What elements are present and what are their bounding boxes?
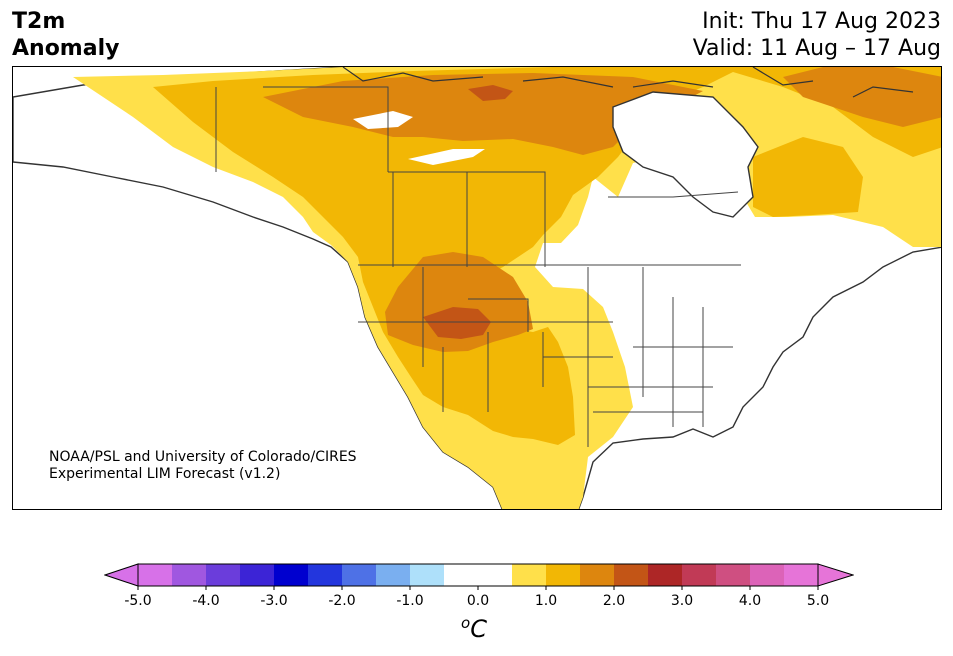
- title-line-1: T2m: [12, 9, 66, 34]
- anomaly-contour-2-west: [385, 252, 533, 352]
- anomaly-contour-2: [263, 73, 703, 155]
- anomaly-contour-2-5-north: [468, 85, 513, 101]
- valid-range: Valid: 11 Aug – 17 Aug: [692, 36, 941, 61]
- political-borders: [215, 86, 741, 447]
- colorbar-swatch: [716, 564, 751, 586]
- init-date: Init: Thu 17 Aug 2023: [702, 9, 941, 34]
- map-canvas: [13, 67, 941, 509]
- hudson-bay: [612, 91, 759, 218]
- colorbar-swatch: [240, 564, 275, 586]
- colorbar-tick-label: -1.0: [396, 593, 423, 608]
- colorbar-over-arrow: [817, 563, 855, 587]
- great-slave-lake: [408, 149, 485, 165]
- anomaly-map: [12, 66, 942, 510]
- colorbar-swatch: [138, 564, 173, 586]
- colorbar-tick-label: 3.0: [671, 593, 693, 608]
- colorbar-swatch: [206, 564, 241, 586]
- colorbar-swatch: [172, 564, 207, 586]
- colorbar-swatch: [580, 564, 615, 586]
- colorbar-swatch: [682, 564, 717, 586]
- colorbar-tick-label: 0.0: [467, 593, 489, 608]
- credit-line-2: Experimental LIM Forecast (v1.2): [49, 466, 281, 482]
- anomaly-contour-2-5: [423, 307, 491, 339]
- colorbar-unit: oC: [461, 614, 487, 643]
- title-line-2: Anomaly: [12, 36, 120, 61]
- anomaly-contour-1-5-east: [753, 137, 863, 217]
- colorbar-under-arrow: [103, 563, 139, 587]
- colorbar-tick-label: -5.0: [124, 593, 151, 608]
- colorbar: -5.0 -4.0 -3.0 -2.0 -1.0 0.0 1.0 2.0 3.0 4.0 5.0: [103, 563, 855, 612]
- colorbar-tick-label: -3.0: [260, 593, 287, 608]
- arctic-islands: [342, 67, 914, 98]
- map-title: T2m Anomaly: [12, 8, 119, 62]
- unit-superscript: o: [461, 614, 471, 632]
- forecast-dates: Init: Thu 17 Aug 2023 Valid: 11 Aug – 17…: [693, 8, 941, 62]
- colorbar-tick-label: -2.0: [328, 593, 355, 608]
- colorbar-swatch: [376, 564, 411, 586]
- colorbar-swatch: [546, 564, 581, 586]
- colorbar-swatch: [274, 564, 309, 586]
- colorbar-swatch: [512, 564, 547, 586]
- colorbar-tick-label: 2.0: [603, 593, 625, 608]
- colorbar-swatch: [478, 564, 513, 586]
- colorbar-tick-label: 5.0: [807, 593, 829, 608]
- anomaly-contour-1-5: [153, 67, 941, 445]
- great-bear-lake: [353, 111, 413, 129]
- colorbar-swatch: [648, 564, 683, 586]
- colorbar-swatch: [614, 564, 649, 586]
- colorbar-tick-label: -4.0: [192, 593, 219, 608]
- credit-text: NOAA/PSL and University of Colorado/CIRE…: [49, 449, 357, 483]
- colorbar-swatch: [750, 564, 785, 586]
- colorbar-swatch: [784, 564, 819, 586]
- credit-line-1: NOAA/PSL and University of Colorado/CIRE…: [49, 449, 357, 465]
- colorbar-swatch: [308, 564, 343, 586]
- colorbar-tick-label: 4.0: [739, 593, 761, 608]
- colorbar-swatch: [342, 564, 377, 586]
- unit-letter: C: [470, 615, 487, 643]
- colorbar-graphic: -5.0 -4.0 -3.0 -2.0 -1.0 0.0 1.0 2.0 3.0 4.0 5.0: [103, 563, 855, 609]
- anomaly-contour-2-ne: [783, 67, 941, 127]
- colorbar-swatch: [410, 564, 445, 586]
- colorbar-tick-label: 1.0: [535, 593, 557, 608]
- colorbar-swatch: [444, 564, 479, 586]
